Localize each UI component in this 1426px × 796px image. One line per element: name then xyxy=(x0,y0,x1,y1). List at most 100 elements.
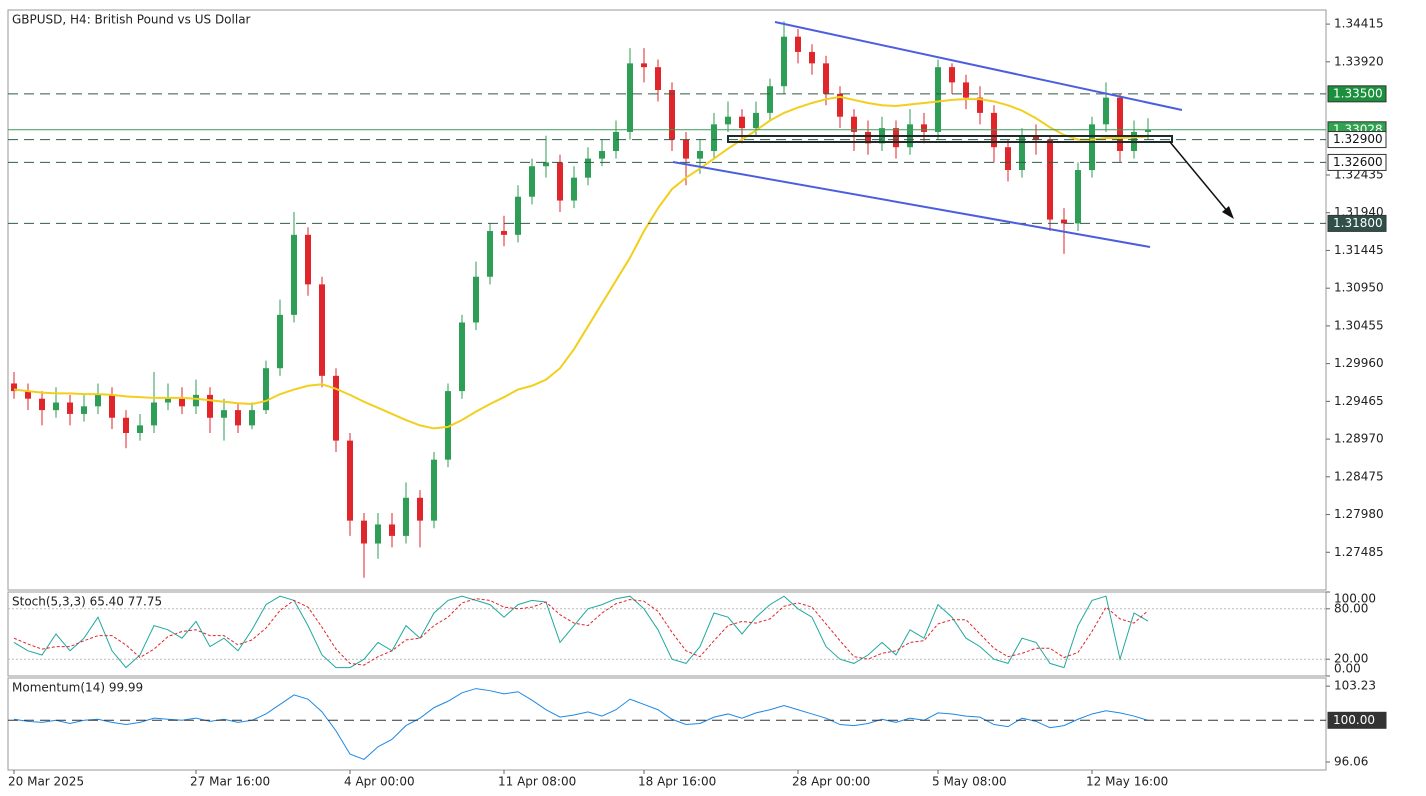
indicator-line xyxy=(13,688,1149,761)
candle-body xyxy=(963,82,969,98)
candle-body xyxy=(333,375,339,441)
candle-body xyxy=(375,524,381,544)
candle-body xyxy=(613,131,619,151)
candle-body xyxy=(1033,135,1039,140)
candle-body xyxy=(543,162,549,167)
channel-lower xyxy=(672,161,1151,248)
y-tick-label: 1.27485 xyxy=(1334,545,1384,559)
candle-body xyxy=(81,406,87,414)
indicator-line xyxy=(13,595,1149,669)
y-tick-label: 1.34415 xyxy=(1334,17,1384,31)
y-tick-label: 96.06 xyxy=(1334,754,1368,768)
candle-body xyxy=(1005,147,1011,171)
y-tick-label: 0.00 xyxy=(1334,662,1361,676)
candle-body xyxy=(95,394,101,407)
candle-body xyxy=(1103,97,1109,125)
candle-body xyxy=(39,398,45,411)
panel-title: Stoch(5,3,3) 65.40 77.75 xyxy=(12,595,162,609)
candle-body xyxy=(767,86,773,113)
candle-body xyxy=(935,67,941,132)
candle-body xyxy=(795,36,801,52)
stoch-panel xyxy=(7,591,1327,677)
candle-body xyxy=(53,402,59,411)
price-level-label: 1.31800 xyxy=(1333,216,1383,230)
candle-body xyxy=(1047,139,1053,220)
x-tick-label: 4 Apr 00:00 xyxy=(344,775,415,789)
candle-body xyxy=(865,131,871,144)
price-level-label: 1.33500 xyxy=(1333,86,1383,100)
candle-body xyxy=(277,314,283,369)
candle-body xyxy=(417,497,423,521)
candle-body xyxy=(389,524,395,536)
x-tick-label: 27 Mar 16:00 xyxy=(190,775,270,789)
candle-body xyxy=(725,116,731,125)
candle-body xyxy=(445,391,451,460)
candle-body xyxy=(669,90,675,140)
candle-body xyxy=(361,520,367,544)
y-tick-label: 1.30950 xyxy=(1334,281,1384,295)
x-tick-label: 12 May 16:00 xyxy=(1086,775,1168,789)
candle-body xyxy=(837,93,843,117)
candle-body xyxy=(1089,124,1095,171)
candle-body xyxy=(347,440,353,521)
candle-body xyxy=(697,150,703,159)
candle-body xyxy=(1075,170,1081,224)
candle-body xyxy=(221,410,227,418)
price-level-box xyxy=(1327,85,1387,103)
y-tick-label: 1.32435 xyxy=(1334,168,1384,182)
candle-body xyxy=(809,51,815,64)
candle-body xyxy=(291,234,297,315)
candle-body xyxy=(1061,219,1067,224)
y-tick-label: 1.33920 xyxy=(1334,54,1384,68)
candle-body xyxy=(921,124,927,132)
panel-title: Momentum(14) 99.99 xyxy=(12,681,143,695)
candle-body xyxy=(109,394,115,418)
indicator-line xyxy=(13,598,1149,666)
candle-body xyxy=(403,497,409,536)
candle-body xyxy=(235,410,241,426)
price-level-label: 1.32600 xyxy=(1333,155,1383,169)
main-panel xyxy=(7,9,1327,591)
candle-body xyxy=(207,394,213,418)
candle-body xyxy=(25,391,31,399)
price-level-box xyxy=(1327,131,1387,149)
candle-body xyxy=(823,63,829,94)
x-tick-label: 5 May 08:00 xyxy=(932,775,1007,789)
candle-body xyxy=(753,112,759,129)
candle-body xyxy=(193,394,199,407)
y-tick-label: 1.29465 xyxy=(1334,394,1384,408)
y-tick-label: 1.28970 xyxy=(1334,432,1384,446)
price-level-label: 1.32900 xyxy=(1333,132,1383,146)
candle-body xyxy=(123,417,129,433)
price-level-box xyxy=(1327,153,1387,171)
support-zone xyxy=(727,135,1173,143)
candle-body xyxy=(655,67,661,91)
y-tick-label: 100.00 xyxy=(1334,592,1376,606)
candle-body xyxy=(585,158,591,178)
candle-body xyxy=(515,196,521,235)
x-tick-label: 11 Apr 08:00 xyxy=(498,775,576,789)
candle-body xyxy=(179,398,185,407)
candle-body xyxy=(977,97,983,113)
candle-body xyxy=(137,425,143,433)
candle-body xyxy=(431,459,437,521)
candle-body xyxy=(67,402,73,414)
candle-body xyxy=(641,63,647,68)
candle-body xyxy=(473,276,479,323)
y-tick-label: 1.29960 xyxy=(1334,356,1384,370)
y-tick-label: 1.30455 xyxy=(1334,318,1384,332)
arrow-head xyxy=(1222,206,1234,219)
arrow-line xyxy=(1169,141,1229,213)
candle-body xyxy=(627,63,633,132)
price-level-label: 100.00 xyxy=(1333,713,1375,727)
candle-body xyxy=(165,398,171,403)
marks: 1.344151.339201.324351.319401.314451.309… xyxy=(8,13,1387,789)
candle-body xyxy=(305,234,311,285)
price-level-box xyxy=(1327,711,1387,729)
candle-body xyxy=(459,322,465,392)
y-tick-label: 80.00 xyxy=(1334,601,1368,615)
candle-body xyxy=(529,166,535,197)
y-tick-label: 1.28475 xyxy=(1334,469,1384,483)
